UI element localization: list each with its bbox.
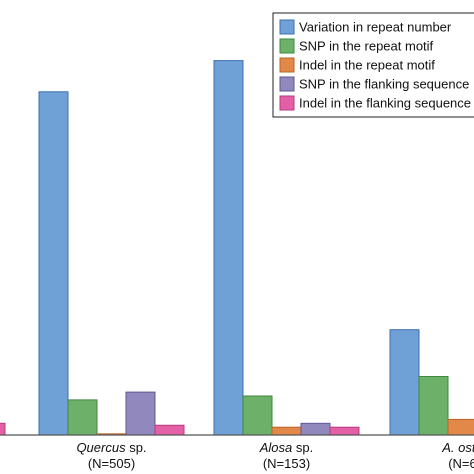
bar-2-3: [242, 395, 273, 436]
legend-swatch-3: [279, 57, 295, 73]
legend-label-5: Indel in the flanking sequence: [299, 96, 471, 111]
x-tick-labels: Quercus sp.(N=505) Alosa sp.(N=153) A. ost…: [76, 440, 474, 471]
x-tick-label-3: Alosa sp.: [259, 440, 314, 455]
bar-2-4: [418, 376, 449, 436]
bar-4-2: [125, 391, 156, 436]
bar-5-2: [154, 424, 185, 436]
x-tick-count-2: (N=505): [88, 456, 135, 471]
legend-label-2: SNP in the repeat motif: [299, 39, 434, 54]
legend-label-4: SNP in the flanking sequence: [299, 77, 469, 92]
bar-5-3: [329, 426, 360, 436]
x-tick-count-4: (N=6: [448, 456, 474, 471]
bar-1-4: [389, 329, 420, 436]
bar-1-3: [213, 60, 244, 436]
bar-3-3: [271, 426, 302, 436]
legend-box: [272, 12, 474, 118]
bar-4-3: [300, 422, 331, 436]
bar-2-2: [67, 399, 98, 436]
legend-swatch-5: [279, 95, 295, 111]
legend-label-3: Indel in the repeat motif: [299, 58, 435, 73]
x-tick-label-2: Quercus sp.: [76, 440, 146, 455]
bar-5-1: [0, 422, 6, 436]
bar-1-2: [38, 91, 69, 436]
legend-label-1: Variation in repeat number: [299, 20, 452, 35]
x-tick-label-4: A. osto: [441, 440, 474, 455]
legend-swatch-4: [279, 76, 295, 92]
legend-swatch-1: [279, 19, 295, 35]
legend-swatch-2: [279, 38, 295, 54]
bar-3-4: [447, 418, 474, 436]
legend: Variation in repeat number SNP in the rep…: [272, 12, 474, 118]
x-tick-count-3: (N=153): [263, 456, 310, 471]
bars-layer: [0, 60, 474, 436]
